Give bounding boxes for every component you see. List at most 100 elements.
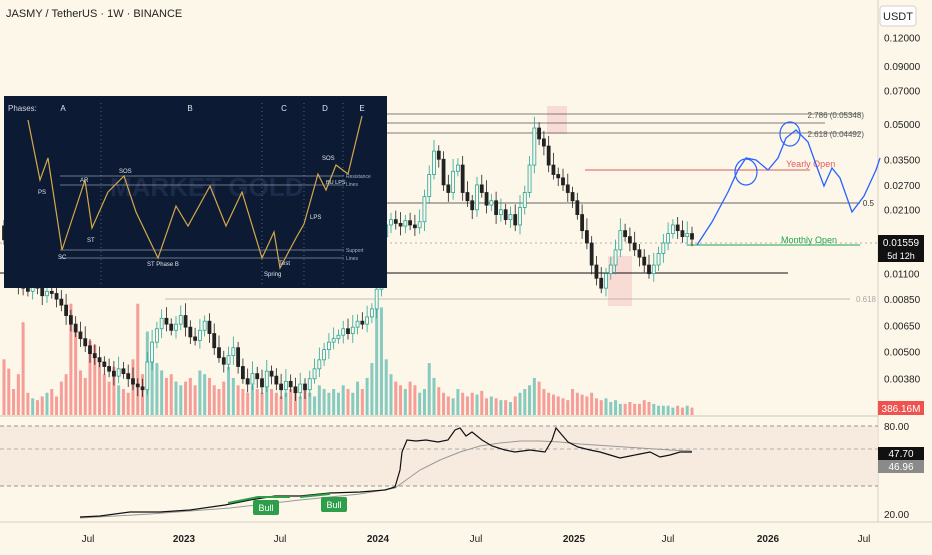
candle-body-81 bbox=[389, 219, 393, 226]
inset-label-st: ST bbox=[87, 238, 95, 244]
candle-body-30 bbox=[145, 361, 150, 391]
volume-bar-86 bbox=[413, 385, 417, 415]
candle-body-52 bbox=[250, 373, 255, 385]
osc-value-a: 47.70 bbox=[888, 449, 913, 460]
candle-body-93 bbox=[446, 184, 451, 193]
candle-body-46 bbox=[221, 357, 226, 365]
volume-bar-23 bbox=[112, 366, 116, 415]
volume-bar-110 bbox=[528, 385, 532, 415]
candle-body-124 bbox=[594, 264, 599, 279]
volume-bar-72 bbox=[346, 389, 350, 415]
volume-bar-45 bbox=[217, 389, 221, 415]
volume-bar-25 bbox=[121, 389, 125, 415]
candle-body-129 bbox=[618, 230, 623, 251]
volume-bar-118 bbox=[566, 400, 570, 415]
volume-bar-47 bbox=[227, 366, 231, 415]
volume-bar-80 bbox=[384, 359, 388, 415]
candle-body-41 bbox=[197, 329, 202, 341]
candle-body-130 bbox=[623, 230, 628, 238]
volume-bar-87 bbox=[418, 392, 422, 415]
candle-body-35 bbox=[169, 323, 174, 331]
candle-body-31 bbox=[150, 341, 155, 363]
volume-bar-123 bbox=[590, 392, 594, 415]
volume-bar-135 bbox=[647, 402, 651, 415]
candle-body-61 bbox=[293, 386, 298, 394]
volume-bar-90 bbox=[432, 377, 436, 415]
inset-label-sos1: SOS bbox=[119, 169, 132, 175]
candle-body-51 bbox=[245, 378, 250, 385]
volume-bar-122 bbox=[585, 396, 589, 415]
volume-bar-31 bbox=[150, 350, 154, 415]
volume-bar-22 bbox=[107, 381, 111, 415]
candle-body-86 bbox=[412, 224, 417, 229]
monthly-open-label: Monthly Open bbox=[781, 235, 837, 245]
inset-label-ar: AR bbox=[80, 178, 89, 184]
volume-bar-112 bbox=[537, 381, 541, 415]
phase-e: E bbox=[359, 104, 364, 113]
volume-bar-103 bbox=[494, 398, 498, 415]
time-tick-7: 2026 bbox=[757, 534, 780, 545]
volume-bar-134 bbox=[642, 400, 646, 415]
volume-bar-51 bbox=[246, 392, 250, 415]
volume-bar-62 bbox=[298, 396, 302, 415]
candle-body-134 bbox=[642, 256, 647, 266]
inset-label-sos2: SOS bbox=[322, 156, 335, 162]
candle-body-128 bbox=[613, 249, 618, 266]
volume-bar-144 bbox=[690, 407, 694, 415]
inset-background bbox=[4, 96, 387, 288]
volume-bar-43 bbox=[207, 377, 211, 415]
volume-bar-91 bbox=[437, 387, 441, 415]
chart-title: JASMY / TetherUS · 1W · BINANCE bbox=[6, 8, 182, 20]
candle-body-10 bbox=[49, 290, 54, 294]
volume-bar-21 bbox=[102, 374, 106, 415]
volume-bar-15 bbox=[74, 325, 78, 415]
volume-bar-0 bbox=[2, 359, 6, 415]
candle-body-143 bbox=[685, 233, 690, 238]
candle-body-91 bbox=[436, 150, 441, 160]
countdown-badge bbox=[878, 249, 924, 262]
candle-body-122 bbox=[584, 230, 589, 244]
volume-bar-99 bbox=[475, 394, 479, 415]
volume-bar-113 bbox=[542, 389, 546, 415]
inset-label-spring: Spring bbox=[264, 272, 281, 278]
candle-body-21 bbox=[102, 361, 107, 367]
volume-bar-52 bbox=[250, 385, 254, 415]
volume-bar-94 bbox=[451, 398, 455, 415]
candle-body-53 bbox=[255, 373, 260, 380]
volume-bar-96 bbox=[461, 392, 465, 415]
currency-button[interactable] bbox=[879, 5, 917, 27]
volume-bar-61 bbox=[293, 392, 297, 415]
fib-label-0618: 0.618 bbox=[856, 295, 877, 304]
candle-body-87 bbox=[417, 221, 422, 229]
candle-body-107 bbox=[513, 214, 518, 226]
candle-body-72 bbox=[346, 328, 350, 334]
candle-body-36 bbox=[174, 323, 178, 331]
volume-bar-50 bbox=[241, 389, 245, 415]
volume-bar-121 bbox=[580, 394, 584, 415]
candle-body-78 bbox=[374, 288, 379, 310]
candle-body-82 bbox=[393, 219, 398, 224]
phase-a: A bbox=[60, 104, 66, 113]
candle-body-101 bbox=[484, 192, 489, 206]
time-tick-3: 2024 bbox=[367, 534, 390, 545]
fib-label-2618: 2.618 (0.04492) bbox=[808, 130, 865, 139]
candle-body-92 bbox=[441, 158, 446, 186]
volume-bar-12 bbox=[59, 381, 63, 415]
candle-body-104 bbox=[498, 209, 503, 215]
candle-body-119 bbox=[570, 192, 575, 202]
volume-bar-53 bbox=[255, 389, 259, 415]
candle-body-116 bbox=[556, 174, 561, 179]
projection-circle-1 bbox=[734, 158, 758, 186]
currency-label: USDT bbox=[883, 11, 913, 23]
inset-label-bu-lps: BU LPS bbox=[326, 180, 346, 186]
time-tick-0: Jul bbox=[82, 534, 95, 545]
volume-bar-104 bbox=[499, 400, 503, 415]
volume-bar-79 bbox=[379, 307, 383, 415]
volume-bar-84 bbox=[403, 389, 407, 415]
candle-body-47 bbox=[226, 355, 231, 365]
candle-body-8 bbox=[40, 287, 45, 297]
inset-label-lines-1: Lines bbox=[346, 182, 358, 188]
candle-body-50 bbox=[240, 366, 245, 380]
volume-bar-44 bbox=[212, 385, 216, 415]
osc-value-a-badge bbox=[878, 447, 924, 460]
